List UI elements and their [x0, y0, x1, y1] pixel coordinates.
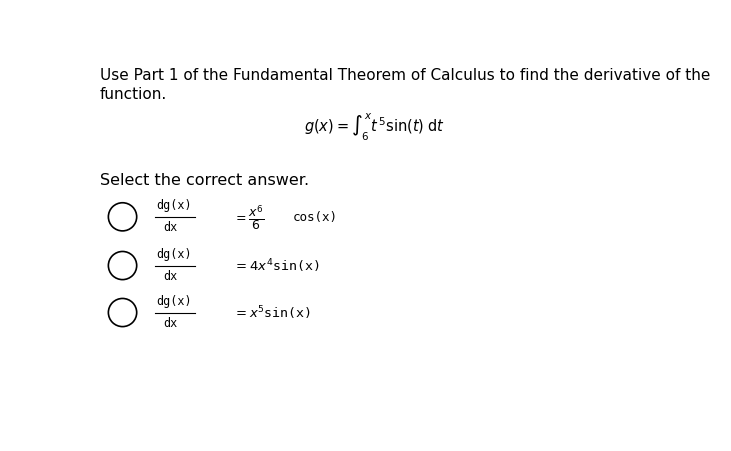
Text: $g(x) = \int_{6}^{x} t^{\,5}\mathrm{sin}(t)\; \mathrm{d}t$: $g(x) = \int_{6}^{x} t^{\,5}\mathrm{sin}…: [304, 111, 445, 143]
Text: dx: dx: [163, 221, 178, 234]
Text: $= x^{5}$sin(x): $= x^{5}$sin(x): [233, 304, 311, 322]
Text: Use Part 1 of the Fundamental Theorem of Calculus to find the derivative of the: Use Part 1 of the Fundamental Theorem of…: [100, 68, 711, 83]
Text: Select the correct answer.: Select the correct answer.: [100, 172, 309, 187]
Text: $= \dfrac{x^{6}}{6}$: $= \dfrac{x^{6}}{6}$: [233, 202, 264, 232]
Text: function.: function.: [100, 87, 167, 102]
Text: dg(x): dg(x): [156, 247, 192, 260]
Text: cos(x): cos(x): [292, 211, 338, 224]
Text: dg(x): dg(x): [156, 294, 192, 307]
Text: dx: dx: [163, 269, 178, 282]
Text: dg(x): dg(x): [156, 199, 192, 212]
Text: dx: dx: [163, 316, 178, 329]
Text: $= 4x^{4}$sin(x): $= 4x^{4}$sin(x): [233, 257, 319, 275]
